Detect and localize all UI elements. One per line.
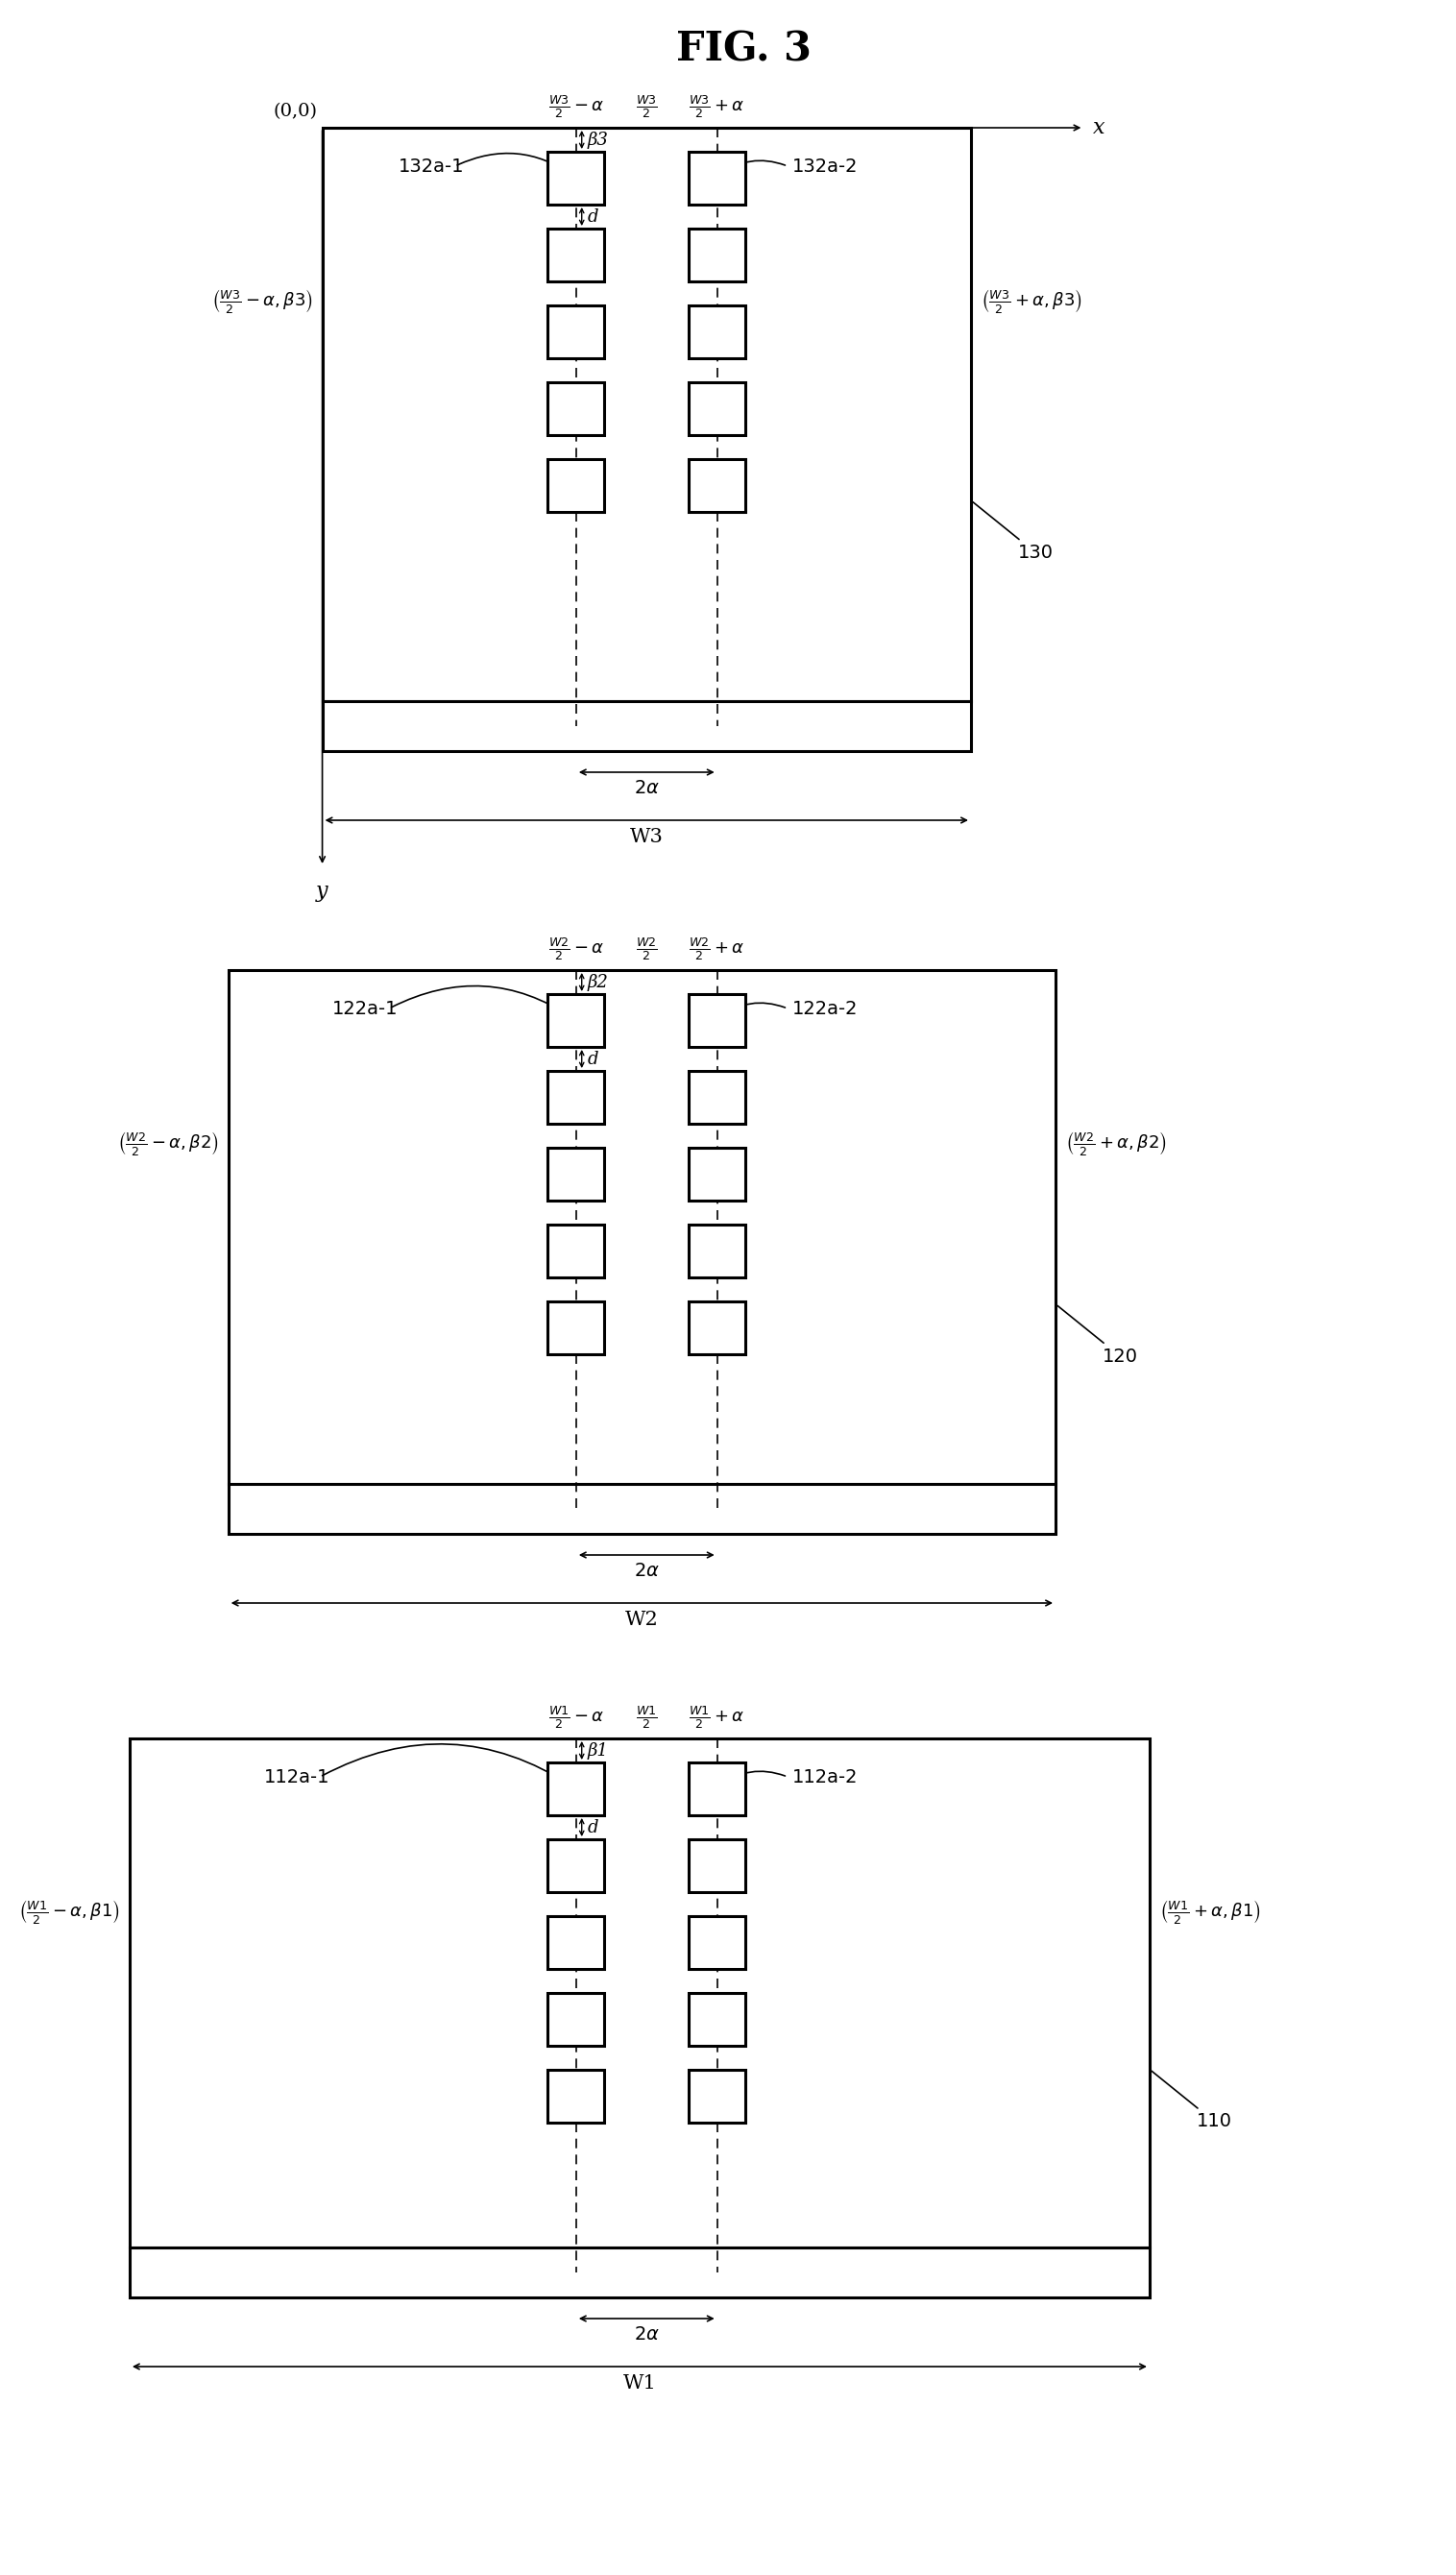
Bar <box>689 1993 745 2045</box>
Bar <box>547 1916 604 1970</box>
Text: $\left(\frac{W1}{2}-\alpha,\beta1\right)$: $\left(\frac{W1}{2}-\alpha,\beta1\right)… <box>19 1898 121 1926</box>
Text: $\frac{W2}{2}+\alpha$: $\frac{W2}{2}+\alpha$ <box>689 935 745 963</box>
Bar <box>689 381 745 435</box>
Text: $\left(\frac{W3}{2}+\alpha,\beta3\right)$: $\left(\frac{W3}{2}+\alpha,\beta3\right)… <box>980 286 1082 314</box>
Bar <box>547 1148 604 1200</box>
Text: $\frac{W1}{2}+\alpha$: $\frac{W1}{2}+\alpha$ <box>689 1705 745 1730</box>
Text: β1: β1 <box>587 1741 609 1759</box>
Text: W3: W3 <box>630 829 664 847</box>
Text: d: d <box>587 1051 598 1069</box>
Text: $\frac{W3}{2}$: $\frac{W3}{2}$ <box>636 93 658 121</box>
Text: 130: 130 <box>973 502 1054 561</box>
Bar <box>547 1839 604 1893</box>
Text: $\frac{W2}{2}$: $\frac{W2}{2}$ <box>636 935 658 963</box>
Text: 132a-2: 132a-2 <box>792 157 858 175</box>
Text: 120: 120 <box>1057 1306 1139 1365</box>
Bar <box>547 458 604 512</box>
Text: FIG. 3: FIG. 3 <box>676 28 811 70</box>
Bar <box>689 229 745 281</box>
Bar <box>689 458 745 512</box>
Text: W2: W2 <box>625 1612 658 1630</box>
Bar <box>229 1483 1056 1535</box>
Bar <box>689 1916 745 1970</box>
Text: 122a-2: 122a-2 <box>792 999 858 1017</box>
Bar <box>689 152 745 203</box>
Bar <box>130 2248 1150 2297</box>
Bar <box>130 1738 1150 2248</box>
Text: $\left(\frac{W1}{2}+\alpha,\beta1\right)$: $\left(\frac{W1}{2}+\alpha,\beta1\right)… <box>1159 1898 1261 1926</box>
Bar <box>689 1761 745 1815</box>
Bar <box>689 1226 745 1277</box>
Text: W1: W1 <box>623 2374 657 2392</box>
Text: 112a-2: 112a-2 <box>792 1766 858 1787</box>
Bar <box>689 1148 745 1200</box>
Text: 132a-1: 132a-1 <box>399 157 464 175</box>
Bar <box>689 1071 745 1123</box>
Text: x: x <box>1093 118 1105 139</box>
Text: 110: 110 <box>1152 2070 1232 2130</box>
Bar <box>547 381 604 435</box>
Bar <box>689 994 745 1048</box>
Text: (0,0): (0,0) <box>274 103 317 121</box>
Bar <box>547 229 604 281</box>
Bar <box>547 1071 604 1123</box>
Bar <box>689 306 745 358</box>
Text: $\left(\frac{W2}{2}-\alpha,\beta2\right)$: $\left(\frac{W2}{2}-\alpha,\beta2\right)… <box>118 1128 218 1156</box>
Text: $\frac{W3}{2}-\alpha$: $\frac{W3}{2}-\alpha$ <box>547 93 604 121</box>
Text: $\left(\frac{W3}{2}-\alpha,\beta3\right)$: $\left(\frac{W3}{2}-\alpha,\beta3\right)… <box>211 286 313 314</box>
Text: β3: β3 <box>587 131 609 149</box>
Bar <box>547 1226 604 1277</box>
Bar <box>322 700 971 752</box>
Bar <box>547 152 604 203</box>
Text: $2\alpha$: $2\alpha$ <box>633 1563 660 1581</box>
Text: d: d <box>587 209 598 224</box>
Text: β2: β2 <box>587 973 609 991</box>
Bar <box>547 1993 604 2045</box>
Text: 112a-1: 112a-1 <box>264 1766 329 1787</box>
Text: $\frac{W1}{2}$: $\frac{W1}{2}$ <box>636 1705 658 1730</box>
Bar <box>689 2070 745 2122</box>
Bar <box>547 306 604 358</box>
Bar <box>689 1839 745 1893</box>
Text: $\frac{W3}{2}+\alpha$: $\frac{W3}{2}+\alpha$ <box>689 93 745 121</box>
Text: 122a-1: 122a-1 <box>332 999 399 1017</box>
Bar <box>689 1300 745 1354</box>
Text: $2\alpha$: $2\alpha$ <box>633 780 660 798</box>
Bar <box>547 2070 604 2122</box>
Bar <box>322 129 971 700</box>
Bar <box>229 971 1056 1483</box>
Text: $\frac{W2}{2}-\alpha$: $\frac{W2}{2}-\alpha$ <box>547 935 604 963</box>
Bar <box>547 1761 604 1815</box>
Text: d: d <box>587 1818 598 1836</box>
Text: y: y <box>316 881 329 901</box>
Bar <box>547 1300 604 1354</box>
Text: $\left(\frac{W2}{2}+\alpha,\beta2\right)$: $\left(\frac{W2}{2}+\alpha,\beta2\right)… <box>1064 1128 1166 1156</box>
Bar <box>547 994 604 1048</box>
Text: $2\alpha$: $2\alpha$ <box>633 2325 660 2343</box>
Text: $\frac{W1}{2}-\alpha$: $\frac{W1}{2}-\alpha$ <box>547 1705 604 1730</box>
